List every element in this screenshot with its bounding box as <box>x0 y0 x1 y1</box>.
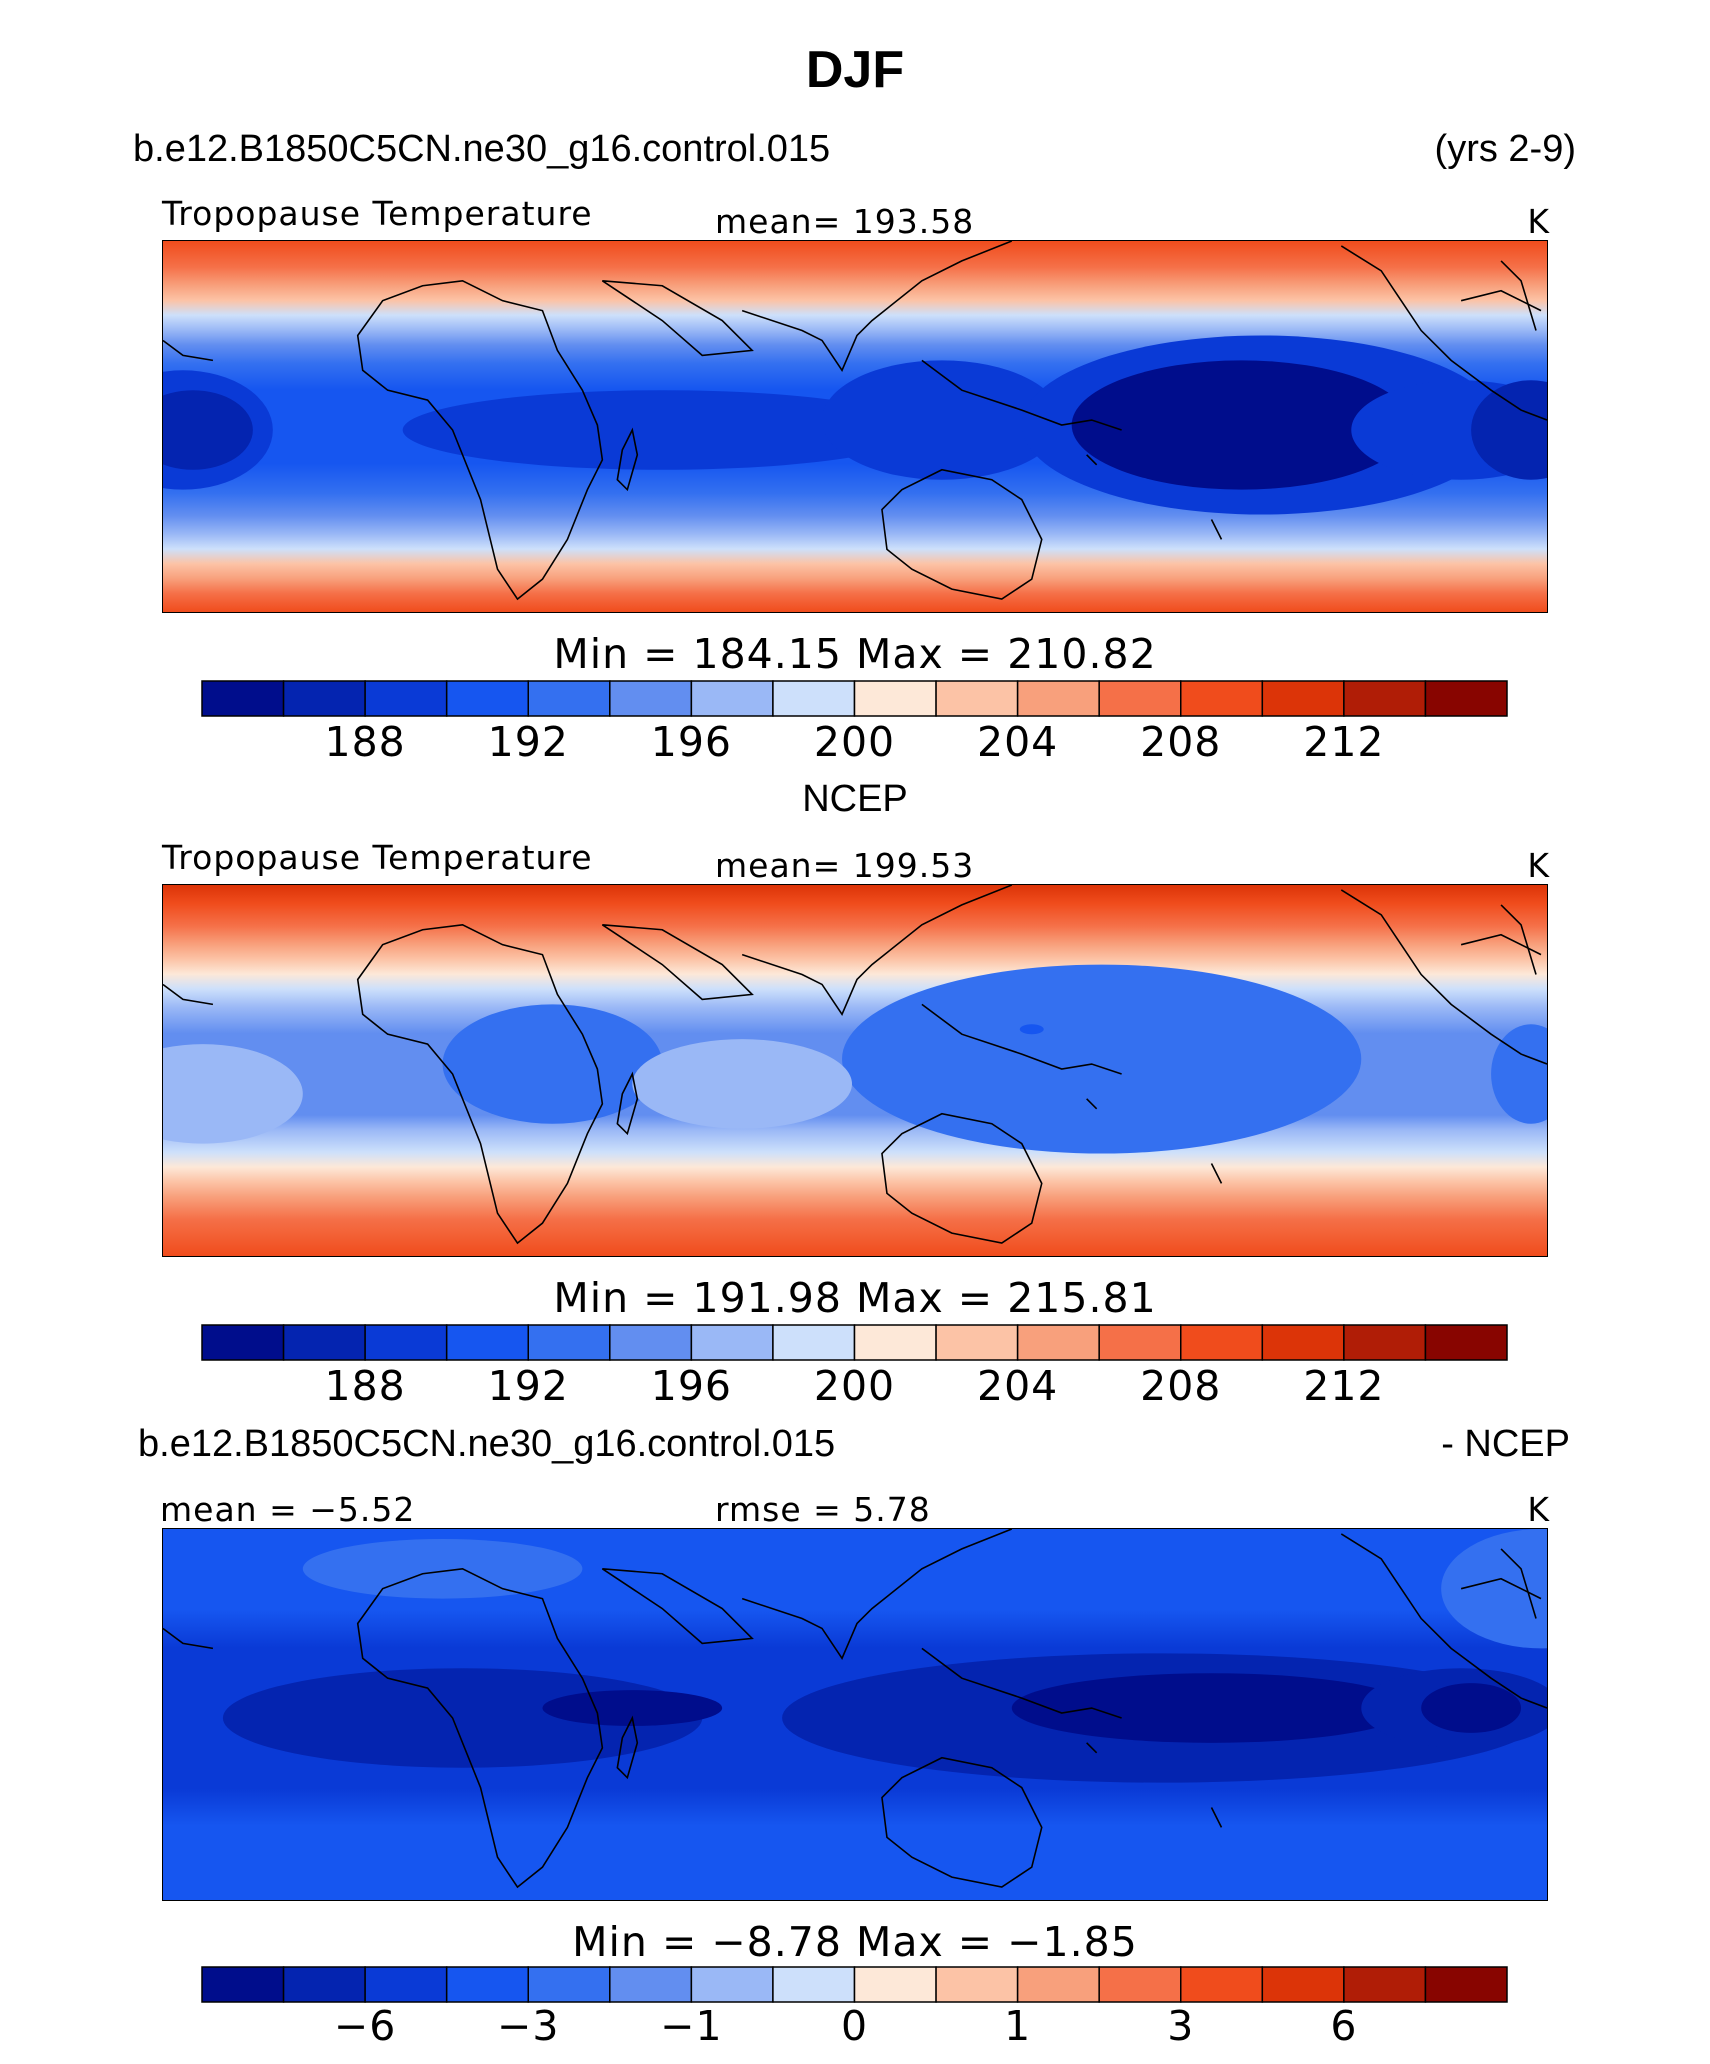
panel3-units-label: K <box>1527 1490 1550 1529</box>
reference-dataset-label: NCEP <box>802 778 908 820</box>
panel2-units-label: K <box>1527 846 1550 885</box>
years-label: (yrs 2-9) <box>1434 128 1576 170</box>
colorbar-swatch <box>772 1966 856 2003</box>
colorbar-swatch <box>282 1966 366 2003</box>
colorbar-tick-label: 200 <box>813 1362 896 1410</box>
colorbar-swatch <box>1261 1324 1345 1361</box>
panel3-rmse-label: rmse = 5.78 <box>715 1490 931 1529</box>
colorbar-swatch <box>527 1966 611 2003</box>
colorbar-swatch <box>445 1966 529 2003</box>
colorbar-tick-label: 192 <box>487 718 569 766</box>
colorbar-tick-label: 204 <box>976 718 1059 766</box>
panel1-minmax-label: Min = 184.15 Max = 210.82 <box>553 630 1157 678</box>
colorbar-tick-label: 204 <box>976 1362 1059 1410</box>
colorbar-swatch <box>1180 1324 1264 1361</box>
colorbar-swatch <box>935 1966 1019 2003</box>
colorbar-swatch <box>609 680 693 717</box>
colorbar-swatch <box>1016 1966 1100 2003</box>
panel2-variable-label: Tropopause Temperature <box>162 838 593 877</box>
panel3-minmax-label: Min = −8.78 Max = −1.85 <box>572 1918 1138 1966</box>
colorbar-swatch <box>364 680 448 717</box>
colorbar-tick-label: 188 <box>324 1362 406 1410</box>
colorbar-swatch <box>527 1324 611 1361</box>
case-name-label: b.e12.B1850C5CN.ne30_g16.control.015 <box>133 128 831 170</box>
colorbar-tick-label: 6 <box>1330 2002 1358 2050</box>
colorbar-swatch <box>1016 680 1100 717</box>
colorbar-swatch <box>935 680 1019 717</box>
panel1-mean-label: mean= 193.58 <box>715 202 975 241</box>
colorbar-tick-label: 0 <box>840 2002 869 2050</box>
colorbar-swatch <box>853 1966 937 2003</box>
figure-title: DJF <box>805 41 905 99</box>
colorbar-swatch <box>1098 1324 1182 1361</box>
colorbar-swatch <box>1180 680 1264 717</box>
colorbar-swatch <box>853 680 937 717</box>
colorbar-swatch <box>445 680 529 717</box>
colorbar-tick-label: 200 <box>813 718 896 766</box>
colorbar-tick-label: −1 <box>660 2002 723 2050</box>
colorbar-tick-label: 192 <box>487 1362 569 1410</box>
colorbar-swatch <box>690 1324 774 1361</box>
colorbar-swatch <box>1343 1966 1427 2003</box>
panel1-variable-label: Tropopause Temperature <box>162 194 593 233</box>
colorbar-swatch <box>1098 1966 1182 2003</box>
colorbar-swatch <box>282 1324 366 1361</box>
colorbar-swatch <box>609 1966 693 2003</box>
colorbar-swatch <box>201 680 285 717</box>
colorbar-swatch <box>201 1324 285 1361</box>
colorbar-tick-label: −6 <box>333 2002 397 2050</box>
colorbar-swatch <box>1098 680 1182 717</box>
colorbar-swatch <box>1180 1966 1264 2003</box>
difference-suffix-label: - NCEP <box>1441 1423 1570 1465</box>
colorbar-tick-label: −3 <box>497 2002 560 2050</box>
colorbar-tick-label: 208 <box>1140 718 1222 766</box>
difference-case-label: b.e12.B1850C5CN.ne30_g16.control.015 <box>138 1423 836 1465</box>
colorbar-tick-label: 212 <box>1303 1362 1385 1410</box>
panel3-map <box>162 1528 1548 1901</box>
colorbar-swatch <box>1261 680 1345 717</box>
colorbar-tick-label: 1 <box>1004 2002 1032 2050</box>
colorbar-swatch <box>853 1324 937 1361</box>
colorbar-swatch <box>201 1966 285 2003</box>
panel1-map <box>162 240 1548 613</box>
colorbar-swatch <box>609 1324 693 1361</box>
colorbar-swatch <box>772 1324 856 1361</box>
colorbar-swatch <box>1261 1966 1345 2003</box>
colorbar-tick-label: 188 <box>324 718 406 766</box>
colorbar-swatch <box>1343 1324 1427 1361</box>
colorbar-swatch <box>1424 680 1508 717</box>
colorbar-swatch <box>1343 680 1427 717</box>
colorbar-swatch <box>772 680 856 717</box>
colorbar-swatch <box>1424 1966 1508 2003</box>
colorbar-swatch <box>527 680 611 717</box>
panel2-minmax-label: Min = 191.98 Max = 215.81 <box>553 1274 1157 1322</box>
colorbar-tick-label: 3 <box>1167 2002 1195 2050</box>
colorbar2 <box>201 1324 1508 1361</box>
colorbar-swatch <box>364 1966 448 2003</box>
colorbar-swatch <box>445 1324 529 1361</box>
colorbar3 <box>201 1966 1508 2003</box>
colorbar-swatch <box>690 680 774 717</box>
colorbar-swatch <box>690 1966 774 2003</box>
colorbar-swatch <box>935 1324 1019 1361</box>
panel2-map <box>162 884 1548 1257</box>
colorbar-tick-label: 196 <box>650 1362 733 1410</box>
panel3-mean-label: mean = −5.52 <box>160 1490 416 1529</box>
colorbar-swatch <box>364 1324 448 1361</box>
colorbar-swatch <box>1016 1324 1100 1361</box>
colorbar-tick-label: 212 <box>1303 718 1385 766</box>
colorbar-tick-label: 208 <box>1140 1362 1222 1410</box>
colorbar1 <box>201 680 1508 717</box>
colorbar-swatch <box>1424 1324 1508 1361</box>
panel2-mean-label: mean= 199.53 <box>715 846 975 885</box>
colorbar-tick-label: 196 <box>650 718 733 766</box>
panel1-units-label: K <box>1527 202 1550 241</box>
colorbar-swatch <box>282 680 366 717</box>
